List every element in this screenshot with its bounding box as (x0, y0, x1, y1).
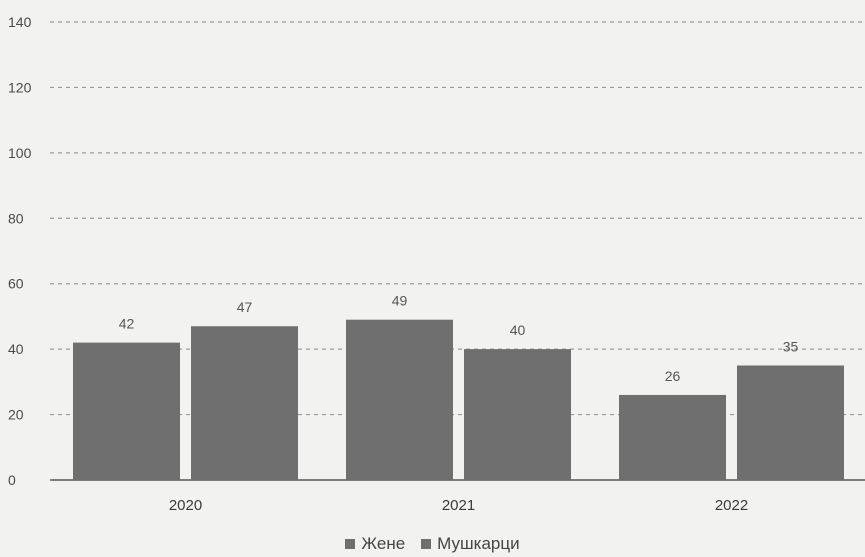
legend-label-men: Мушкарци (437, 534, 519, 554)
y-tick-label-140: 140 (8, 14, 32, 30)
y-tick-label-20: 20 (8, 407, 24, 423)
x-tick-label-2022: 2022 (715, 497, 748, 514)
data-label-2022-men: 35 (783, 339, 799, 355)
y-tick-label-80: 80 (8, 210, 24, 226)
bar-2022-women (619, 395, 726, 480)
data-label-2021-men: 40 (510, 322, 526, 338)
y-tick-label-120: 120 (8, 79, 32, 95)
bar-2020-men (191, 326, 298, 480)
data-label-2020-women: 42 (119, 316, 135, 332)
x-tick-label-2020: 2020 (169, 497, 202, 514)
legend-swatch-women (345, 539, 355, 549)
legend-swatch-men (421, 539, 431, 549)
bar-2021-women (346, 320, 453, 480)
x-tick-label-2021: 2021 (442, 497, 475, 514)
bar-2021-men (464, 349, 571, 480)
y-tick-label-100: 100 (8, 145, 32, 161)
legend-item-men: Мушкарци (421, 534, 519, 554)
data-label-2021-women: 49 (392, 293, 408, 309)
legend-label-women: Жене (361, 534, 405, 554)
bar-2022-men (737, 366, 844, 481)
legend: Жене Мушкарци (0, 534, 865, 554)
y-tick-label-0: 0 (8, 472, 16, 488)
data-label-2022-women: 26 (665, 368, 681, 384)
y-tick-label-60: 60 (8, 276, 24, 292)
y-tick-label-40: 40 (8, 341, 24, 357)
legend-item-women: Жене (345, 534, 405, 554)
data-label-2020-men: 47 (237, 299, 253, 315)
bar-2020-women (73, 343, 180, 480)
bar-chart-plot: 0 20 40 60 80 100 120 140 42 47 2020 49 40 2021 26 35 20… (0, 0, 865, 525)
